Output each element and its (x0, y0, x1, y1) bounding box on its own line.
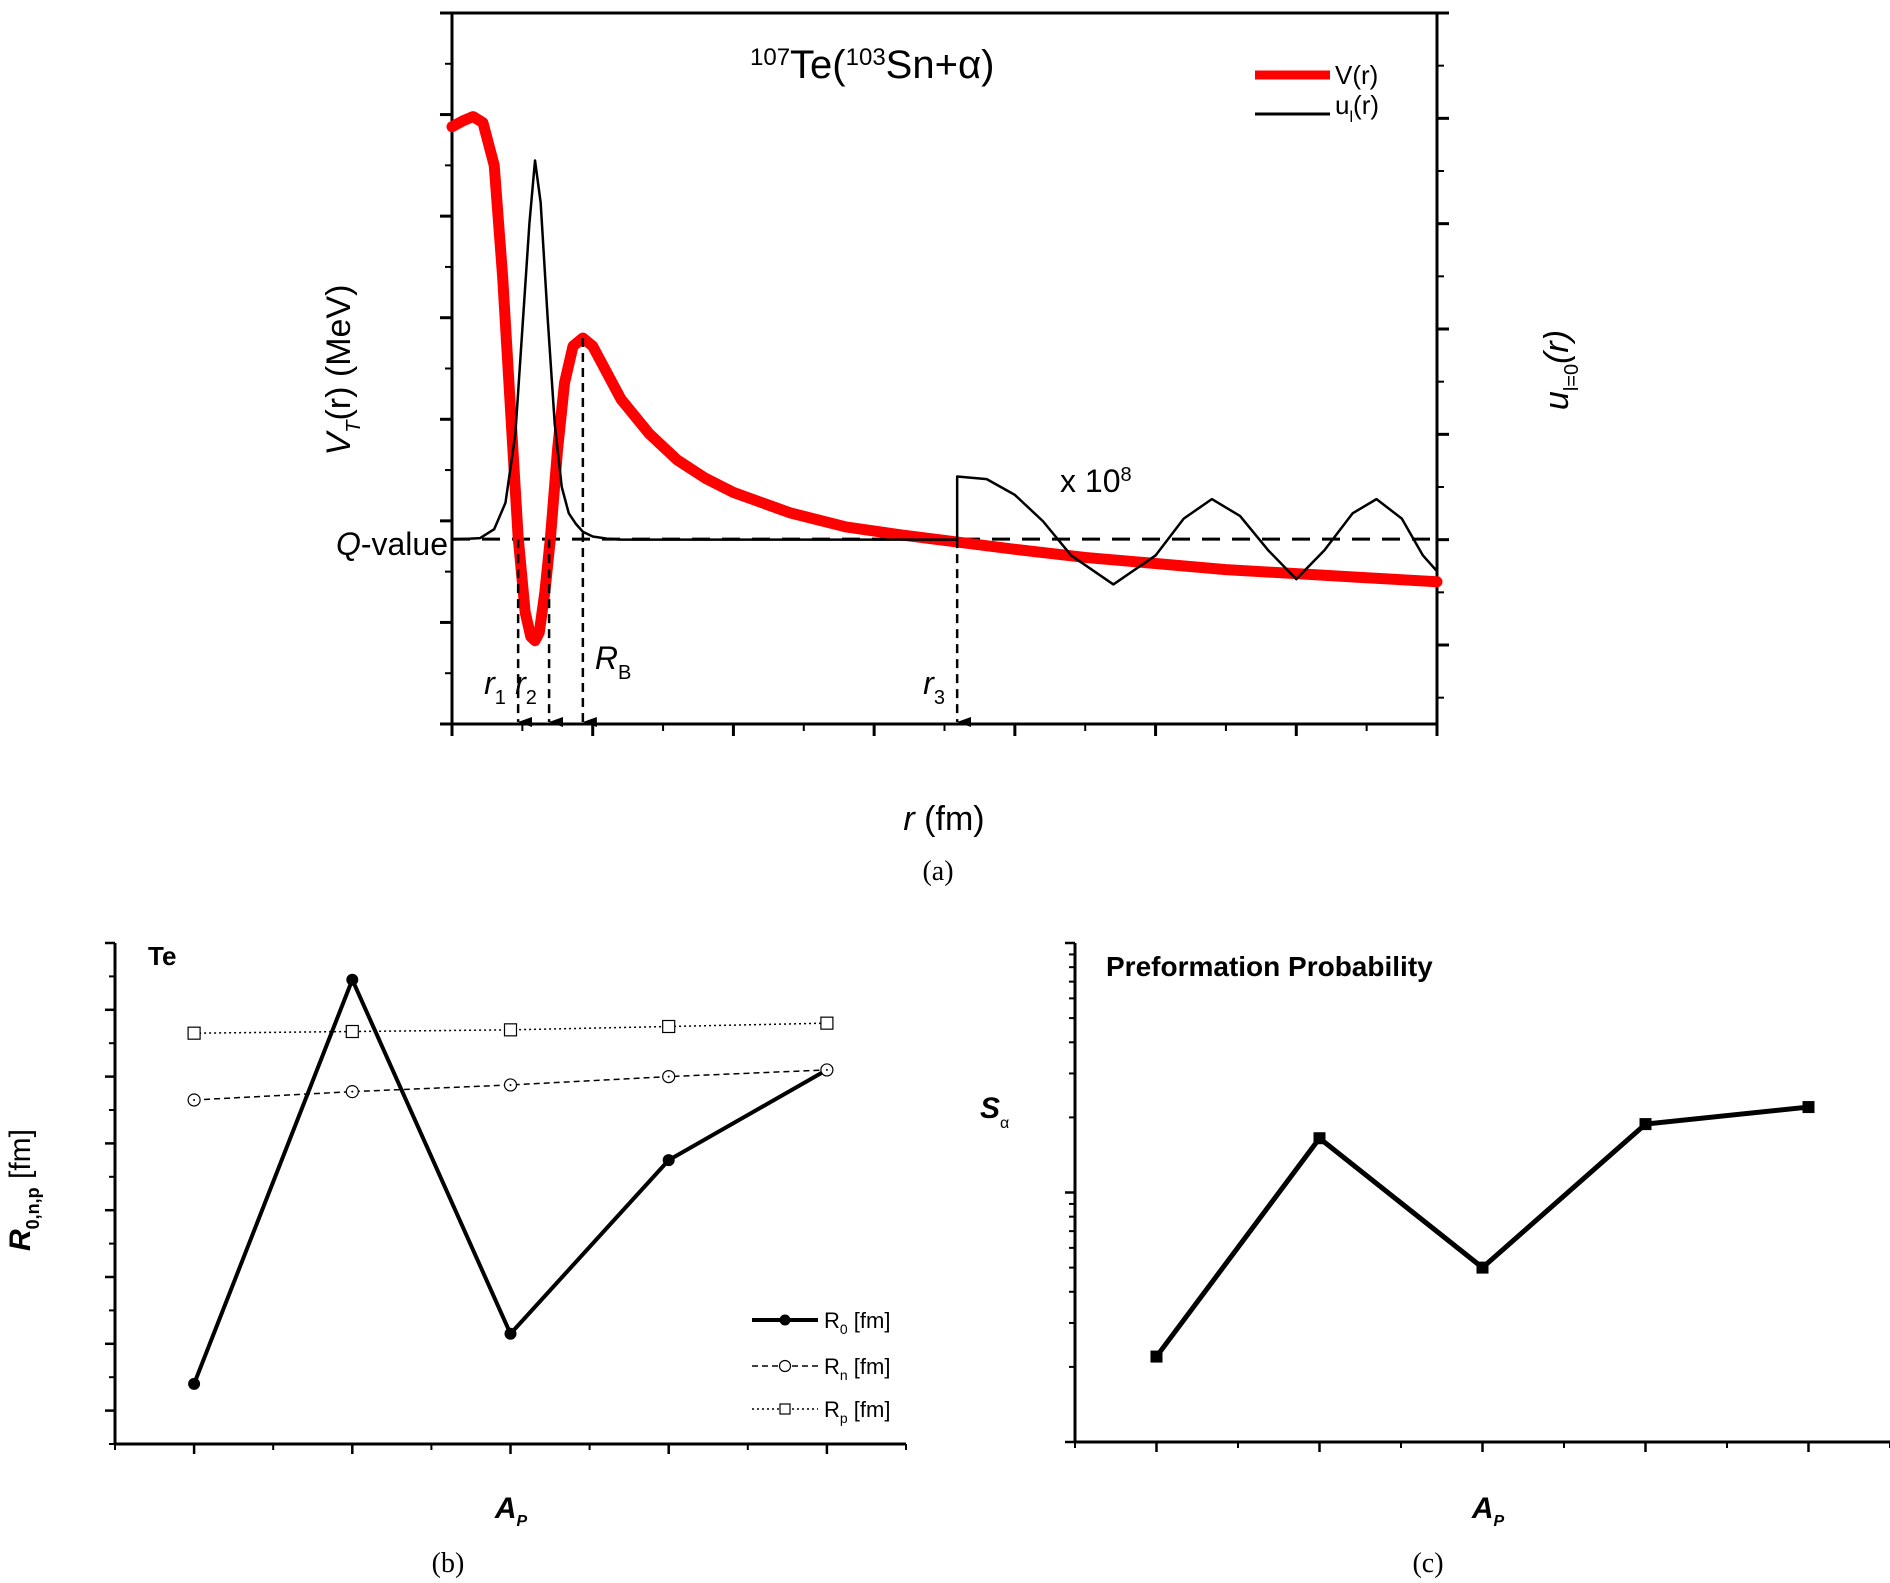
series-line-s-alpha (1154, 1104, 1809, 1359)
panel-a-legend: V(r) ul(r) (1255, 60, 1379, 126)
panel-a-xlabel: r (fm) (903, 800, 984, 838)
panel-a-ylabel: VT(r) (MeV) (320, 285, 365, 456)
turning-point-symbol: r (515, 665, 527, 701)
panel-a-title: 107Te(103Sn+α) (750, 43, 994, 87)
turning-point-symbol: R (595, 640, 618, 676)
series-line-r0 (192, 977, 828, 1385)
turning-point-subscript: 2 (526, 687, 537, 709)
panel-b-ylabel: R0,n,p [fm] (4, 1129, 43, 1251)
data-point-rn-dot (825, 1068, 828, 1071)
legend-label-u: ul(r) (1335, 90, 1379, 126)
scale-annotation: x 108 (1060, 463, 1132, 499)
legend-label-r0: R0 [fm] (824, 1308, 890, 1337)
turning-point-symbol: r (484, 665, 496, 701)
data-point-rp (820, 1016, 834, 1030)
data-point-r0 (662, 1154, 675, 1167)
turning-point-subscript: B (618, 662, 631, 684)
panel-b-legend: R0 [fm] Rn [fm] Rp [fm] (752, 1308, 890, 1426)
turning-point-label-RB: RB (595, 640, 631, 684)
data-point-rp (662, 1019, 676, 1034)
q-value-label: Q-value (336, 526, 448, 562)
data-point-s-alpha (1150, 1350, 1163, 1363)
data-point-s-alpha (1802, 1101, 1815, 1114)
panel-b-ticks (105, 941, 907, 1454)
turning-point-subscript: 3 (934, 687, 945, 709)
data-point-rp (187, 1026, 201, 1040)
panel-b-series (187, 973, 834, 1390)
data-point-rn-dot (509, 1083, 512, 1086)
series-line-rn (194, 1069, 827, 1101)
legend-marker-r0 (779, 1314, 791, 1326)
legend-label-v: V(r) (1335, 60, 1378, 90)
panel-c-series (1150, 1101, 1815, 1363)
data-point-rp (503, 1023, 518, 1037)
data-point-r0 (188, 1377, 201, 1390)
turning-point-label-r2: r2 (515, 665, 537, 709)
panel-c-preformation-plot: Preformation Probability Sα AP (c) (980, 941, 1890, 1579)
caption-c: (c) (1412, 1548, 1443, 1579)
data-point-r0 (346, 973, 359, 986)
caption-a: (a) (922, 856, 953, 887)
data-point-rn-dot (193, 1098, 196, 1101)
panel-b-xlabel: AP (494, 1492, 528, 1530)
panel-c-title: Preformation Probability (1106, 951, 1433, 982)
data-point-rn-dot (667, 1075, 670, 1078)
potential-curve (446, 111, 1443, 647)
legend-marker-rn (778, 1359, 792, 1373)
data-point-rn-dot (351, 1090, 354, 1093)
panel-a-series (446, 111, 1443, 647)
panel-b-radius-plot: Te R0,n,p [fm] AP R0 [fm] Rn [fm] Rp [fm… (4, 941, 907, 1579)
panel-c-xlabel: AP (1471, 1492, 1505, 1530)
data-point-r0 (504, 1327, 517, 1340)
data-point-s-alpha (1639, 1118, 1652, 1131)
panel-a-y2label: ul=0(r) (1538, 330, 1583, 410)
turning-point-label-r3: r3 (923, 665, 945, 709)
legend-label-rp: Rp [fm] (824, 1397, 890, 1426)
panel-c-axes (1073, 943, 1890, 1444)
turning-point-label-r1: r1 (484, 665, 506, 709)
panel-c-ticks (1065, 941, 1890, 1452)
turning-point-symbol: r (923, 665, 935, 701)
caption-b: (b) (432, 1548, 465, 1579)
turning-point-subscript: 1 (495, 687, 506, 709)
data-point-rp (345, 1024, 359, 1039)
panel-a-ticks (440, 11, 1449, 736)
legend-label-rn: Rn [fm] (824, 1354, 890, 1383)
panel-c-ylabel: Sα (980, 1092, 1009, 1132)
data-point-s-alpha (1476, 1261, 1489, 1274)
data-point-s-alpha (1313, 1132, 1326, 1145)
wavefunction-curve (450, 159, 1439, 586)
legend-marker-rp (779, 1403, 791, 1415)
panel-b-title: Te (148, 941, 176, 971)
